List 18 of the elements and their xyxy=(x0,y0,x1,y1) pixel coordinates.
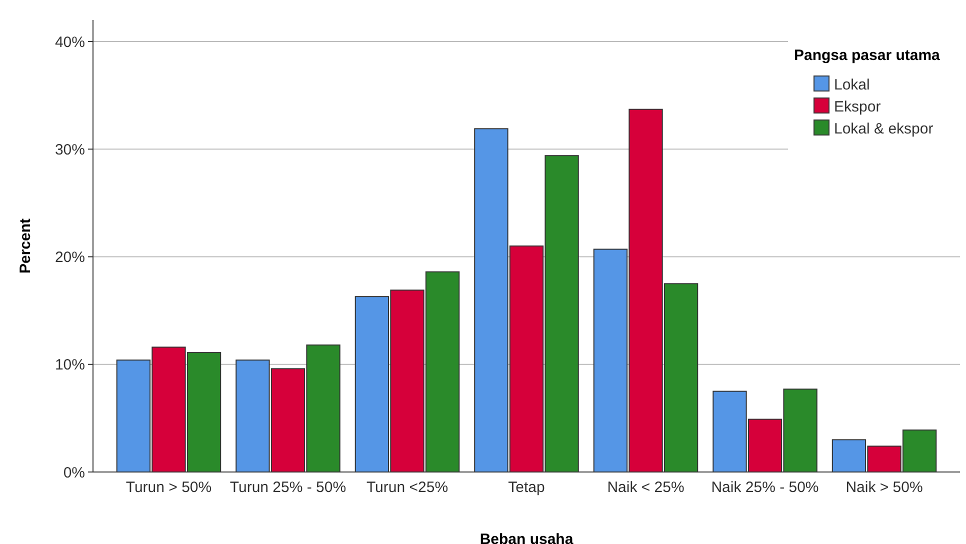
legend-label: Ekspor xyxy=(834,98,881,116)
y-tick-label: 10% xyxy=(54,356,85,374)
x-tick-label: Naik 25% - 50% xyxy=(711,479,819,496)
x-tick-label: Naik > 50% xyxy=(846,479,923,496)
y-tick-label: 20% xyxy=(54,249,85,266)
y-tick-label: 30% xyxy=(54,141,85,158)
x-tick-label: Naik < 25% xyxy=(607,479,684,496)
x-tick-label: Turun 25% - 50% xyxy=(230,479,346,496)
x-tick-label: Tetap xyxy=(508,479,545,496)
y-tick-label: 40% xyxy=(54,34,85,51)
legend-title: Pangsa pasar utama xyxy=(794,47,941,64)
x-tick-label: Turun <25% xyxy=(366,479,448,496)
legend-label: Lokal & ekspor xyxy=(834,120,934,138)
x-axis-title: Beban usaha xyxy=(480,531,574,544)
x-tick-label: Turun > 50% xyxy=(126,479,212,496)
y-axis-title: Percent xyxy=(17,218,34,274)
y-tick-label: 0% xyxy=(63,464,85,482)
legend-label: Lokal xyxy=(834,76,870,94)
